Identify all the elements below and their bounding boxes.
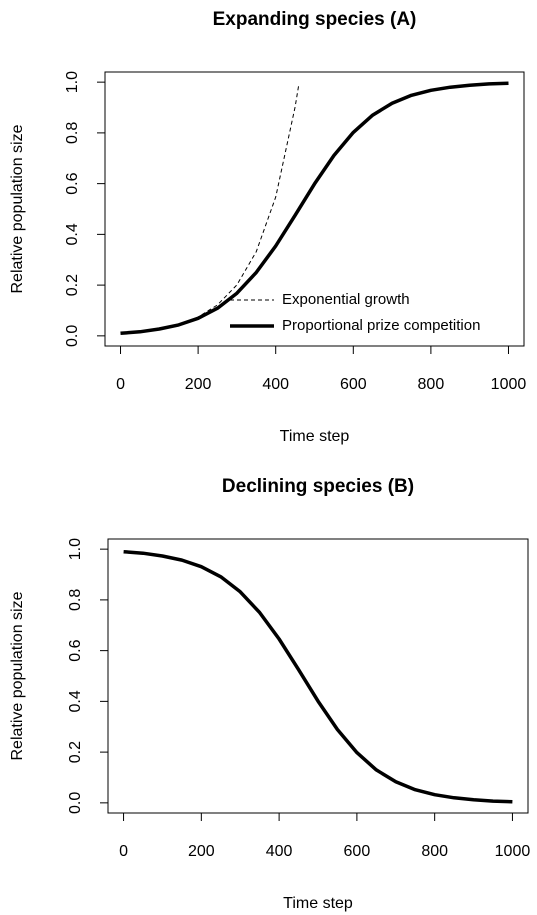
x-axis-label: Time step xyxy=(280,428,350,445)
y-tick-label: 0.4 xyxy=(67,690,84,712)
x-tick-label: 800 xyxy=(421,843,448,860)
data-line xyxy=(123,549,513,804)
y-tick-label: 0.0 xyxy=(67,792,84,814)
chart-panel: Declining species (B) Time step Relative p… xyxy=(9,476,530,912)
y-axis-label: Relative population size xyxy=(9,591,26,760)
x-tick-label: 200 xyxy=(185,376,212,393)
data-line xyxy=(120,83,300,334)
y-tick-label: 0.2 xyxy=(64,274,81,296)
x-tick-label: 600 xyxy=(344,843,371,860)
y-tick-label: 0.6 xyxy=(64,172,81,194)
x-tick-label: 600 xyxy=(340,376,367,393)
y-tick-label: 0.2 xyxy=(67,741,84,763)
y-tick-label: 1.0 xyxy=(67,538,84,560)
x-tick-label: 1000 xyxy=(495,843,531,860)
chart-title: Declining species (B) xyxy=(222,476,414,497)
x-tick-label: 0 xyxy=(119,843,128,860)
x-tick-label: 1000 xyxy=(491,376,527,393)
y-tick-label: 0.8 xyxy=(67,589,84,611)
y-tick-label: 0.6 xyxy=(67,639,84,661)
x-tick-label: 200 xyxy=(188,843,215,860)
y-tick-label: 0.4 xyxy=(64,223,81,245)
legend-label: Exponential growth xyxy=(282,291,410,308)
chart-title: Expanding species (A) xyxy=(213,9,417,30)
y-tick-label: 1.0 xyxy=(64,71,81,93)
x-tick-label: 0 xyxy=(116,376,125,393)
x-axis-label: Time step xyxy=(283,895,353,912)
legend-label: Proportional prize competition xyxy=(282,317,480,334)
x-tick-label: 400 xyxy=(262,376,289,393)
chart-panel: Expanding species (A) Time step Relative p… xyxy=(9,9,526,445)
y-tick-label: 0.8 xyxy=(64,122,81,144)
plot-box xyxy=(107,538,529,814)
y-axis-label: Relative population size xyxy=(9,124,26,293)
plot-box xyxy=(104,71,525,347)
y-tick-label: 0.0 xyxy=(64,325,81,347)
data-line xyxy=(120,81,509,336)
x-tick-label: 800 xyxy=(418,376,445,393)
x-tick-label: 400 xyxy=(266,843,293,860)
